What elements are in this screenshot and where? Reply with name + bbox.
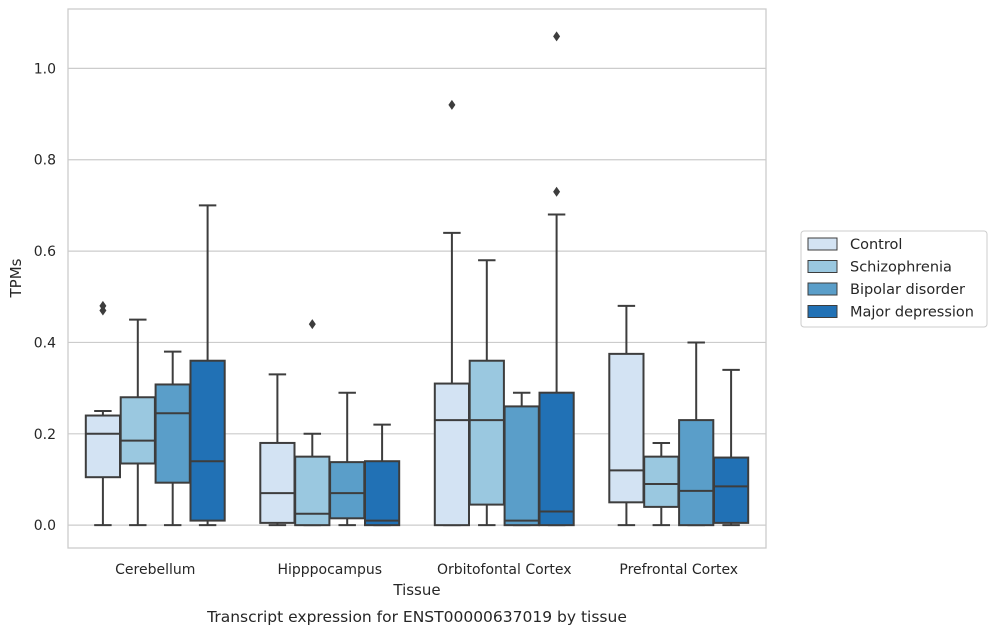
box-major-depression <box>538 31 575 527</box>
box-major-depression <box>189 204 226 527</box>
legend-frame <box>800 230 988 328</box>
box-iqr <box>259 441 296 524</box>
outlier-point <box>99 300 107 311</box>
box-iqr <box>154 383 191 484</box>
legend-label: Bipolar disorder <box>850 282 965 298</box>
y-tick-label: 0.8 <box>34 153 56 169</box>
box-bipolar-disorder <box>503 391 540 527</box>
legend-swatch <box>807 237 838 251</box>
outlier-point <box>448 99 456 110</box>
plot-frame <box>67 8 767 549</box>
box-iqr <box>678 419 715 527</box>
legend-swatch <box>807 282 838 296</box>
y-axis-label: TPMs <box>7 258 25 298</box>
x-tick-label: Hipppocampus <box>277 562 382 578</box>
legend-label: Schizophrenia <box>850 260 952 276</box>
box-iqr <box>643 455 680 508</box>
box-bipolar-disorder <box>678 341 715 527</box>
y-tick-label: 0.6 <box>34 244 56 260</box>
box-iqr <box>433 382 471 527</box>
box-major-depression <box>712 368 750 527</box>
box-bipolar-disorder <box>154 350 191 527</box>
box-iqr <box>189 359 226 522</box>
y-tick-label: 0.0 <box>34 518 56 534</box>
legend-swatch <box>807 260 838 273</box>
box-control <box>259 373 296 527</box>
chart-caption: Transcript expression for ENST0000063701… <box>206 608 627 626</box>
box-iqr <box>538 391 575 527</box>
y-tick-label: 0.4 <box>34 335 56 351</box>
box-iqr <box>294 455 331 527</box>
box-schizophrenia <box>119 318 156 527</box>
box-iqr <box>84 414 122 479</box>
legend-label: Control <box>850 237 902 253</box>
box-schizophrenia <box>468 259 505 527</box>
box-iqr <box>363 460 401 527</box>
legend: Control Schizophrenia Bipolar disorder Majo… <box>800 230 988 328</box>
box-iqr <box>608 352 645 504</box>
x-tick-label: Cerebellum <box>115 562 195 578</box>
y-tick-label: 0.2 <box>34 427 56 443</box>
outlier-point <box>308 319 316 330</box>
box-iqr <box>329 461 366 520</box>
y-tick-labels: 0.0 0.2 0.4 0.6 0.8 1.0 <box>34 61 56 534</box>
box-iqr <box>503 405 540 527</box>
x-tick-label: Orbitofontal Cortex <box>437 562 572 578</box>
outlier-point <box>553 31 561 42</box>
box-bipolar-disorder <box>329 391 366 527</box>
y-tick-label: 1.0 <box>34 61 56 77</box>
box-schizophrenia <box>643 441 680 527</box>
outlier-point <box>553 186 561 197</box>
box-iqr <box>468 359 505 506</box>
x-axis-label: Tissue <box>392 581 440 599</box>
box-iqr <box>712 456 750 524</box>
box-plots <box>84 31 750 527</box>
legend-swatch <box>807 305 838 318</box>
x-tick-label: Prefrontal Cortex <box>619 562 738 578</box>
box-control <box>84 300 122 527</box>
box-iqr <box>119 396 156 465</box>
box-control <box>608 304 645 527</box>
legend-label: Major depression <box>850 305 974 321</box>
box-control <box>433 99 471 527</box>
box-schizophrenia <box>294 319 331 527</box>
box-major-depression <box>363 423 401 527</box>
x-tick-labels: Cerebellum Hipppocampus Orbitofontal Corte… <box>115 562 738 578</box>
